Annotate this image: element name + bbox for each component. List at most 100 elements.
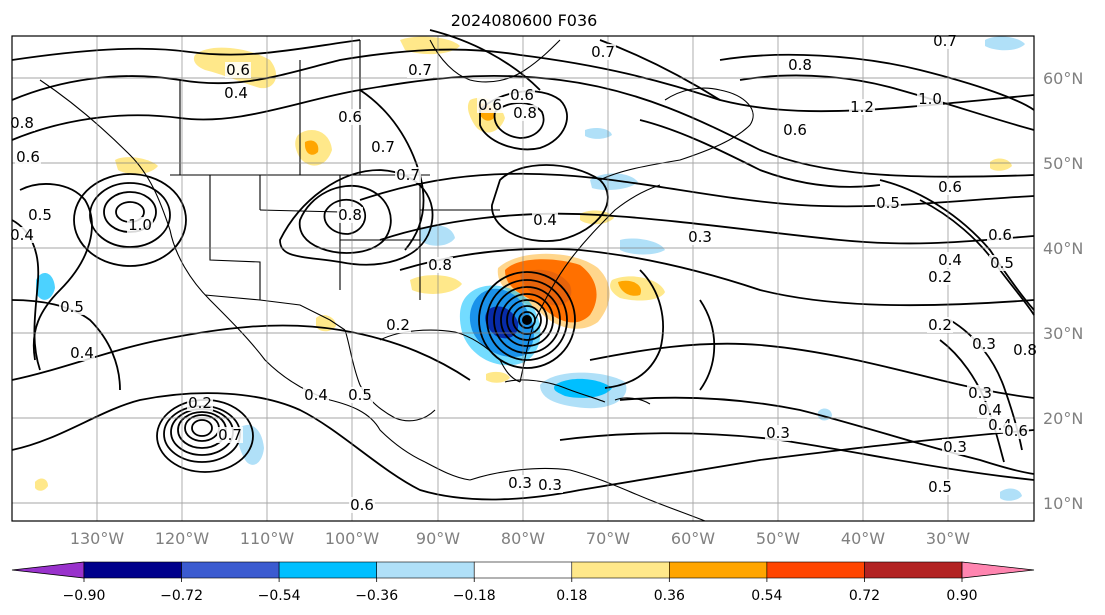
positive-anomaly-east-core [618,280,641,296]
contour-label-bg [427,257,453,273]
mexico-gulf-coast [344,329,436,422]
colorbar-tick-label: −0.72 [160,588,203,604]
contour-label: 0.6 [226,61,250,79]
contour-label-bg [407,62,433,78]
lon-tick-label: 100°W [325,529,380,548]
contour-label-bg [509,87,535,103]
contour-label-bg [687,229,713,245]
contour-label-bg [942,439,968,455]
lat-tick-label: 40°N [1043,239,1083,258]
colorbar-tick-label: −0.90 [63,588,106,604]
contour-label-bg [15,149,41,165]
contour-label-bg [187,395,213,411]
gulf-coast [379,329,521,383]
contour-label-bg [1012,342,1038,358]
colorbar-segment [376,561,475,579]
contour-label-bg [477,97,503,113]
contour-label-bg [507,475,533,491]
longitude-labels: 130°W 120°W 110°W 100°W 90°W 80°W 70°W 60°W 50°W… [70,529,970,548]
contour-label: 0.6 [1004,422,1028,440]
contour-label: 0.2 [928,268,952,286]
canada-province-lines [179,40,361,175]
contour-label-bg [849,99,875,115]
contour-label-bg [9,227,35,243]
contour-label: 0.7 [591,43,615,61]
east-coast [519,184,661,383]
map-panel: 0.80.60.50.41.00.60.70.60.80.40.60.70.80… [9,29,1038,522]
colorbar-tick-label: 0.54 [751,588,782,604]
negative-anomaly-ne [985,36,1025,51]
lon-tick-label: 90°W [416,529,460,548]
positive-anomaly-nw-2-core [304,140,319,155]
contour-label: 1.0 [128,216,152,234]
colorbar-tick-label: 0.90 [946,588,977,604]
contour-label-bg [787,57,813,73]
contour-label-bg [349,497,375,513]
storm-center-marker [522,315,532,325]
state-lines-1 [209,175,261,300]
lat-tick-label: 20°N [1043,409,1083,428]
lon-tick-label: 80°W [501,529,545,548]
contour-label-bg [9,115,35,131]
colorbar-tick-label: 0.18 [556,588,587,604]
contour-label-bg [385,317,411,333]
lon-tick-label: 70°W [586,529,630,548]
contour-label: 0.4 [224,84,248,102]
contour-label: 0.8 [428,256,452,274]
contour-label: 0.7 [408,61,432,79]
contour-label-bg [303,387,329,403]
contour-label-bg [225,62,251,78]
contour-label: 0.6 [783,121,807,139]
contour-labels: 0.80.60.50.41.00.60.70.60.80.40.60.70.80… [9,32,1038,514]
colorbar-segment [278,561,377,579]
contour-label-bg [987,227,1013,243]
contour-label-bg [937,252,963,268]
lat-tick-label: 60°N [1043,69,1083,88]
lon-tick-label: 30°W [926,529,970,548]
contour-label: 0.7 [933,32,957,50]
negative-anomaly-west [36,273,55,300]
lat-tick-label: 50°N [1043,154,1083,173]
contour-label: 0.5 [348,386,372,404]
contour-label: 0.2 [386,316,410,334]
negative-anomaly-north-4 [585,127,612,139]
negative-anomaly-north-2 [420,225,455,246]
contour-label: 1.0 [918,90,942,108]
negative-anomaly-caribbean-core [554,378,612,398]
contour-label: 0.6 [350,496,374,514]
contour-label-bg [917,91,943,107]
lat-tick-label: 10°N [1043,494,1083,513]
contour-label-bg [395,167,421,183]
us-mexico-border [204,294,346,331]
contour-label: 0.8 [10,114,34,132]
contour-label: 1.2 [850,98,874,116]
negative-anomaly-north-3 [620,238,665,255]
contour-label: 0.3 [508,474,532,492]
colorbar-segment [669,561,768,579]
contour-label: 0.4 [533,211,557,229]
contour-label: 0.7 [218,426,242,444]
contour-label-bg [217,427,243,443]
contour-label-bg [347,387,373,403]
contour-label-bg [337,109,363,125]
positive-anomaly-caribbean-n [486,371,510,383]
contour-label: 0.3 [968,384,992,402]
hudson-bay [429,39,561,83]
contour-label-bg [932,33,958,49]
contour-label: 0.4 [10,226,34,244]
contour-label-bg [532,212,558,228]
colorbar-tick-label: −0.36 [355,588,398,604]
lon-tick-label: 50°W [756,529,800,548]
contour-label: 0.6 [16,148,40,166]
colorbar-segment [473,561,573,579]
contour-label: 0.3 [943,438,967,456]
contour-label: 0.6 [338,108,362,126]
contour-label: 0.7 [371,138,395,156]
lon-tick-label: 60°W [671,529,715,548]
lon-tick-label: 40°W [841,529,885,548]
colorbar-extend-high [961,561,1035,579]
contour-label-bg [1003,423,1029,439]
contour-label: 0.5 [876,194,900,212]
contour-label-bg [337,207,363,223]
